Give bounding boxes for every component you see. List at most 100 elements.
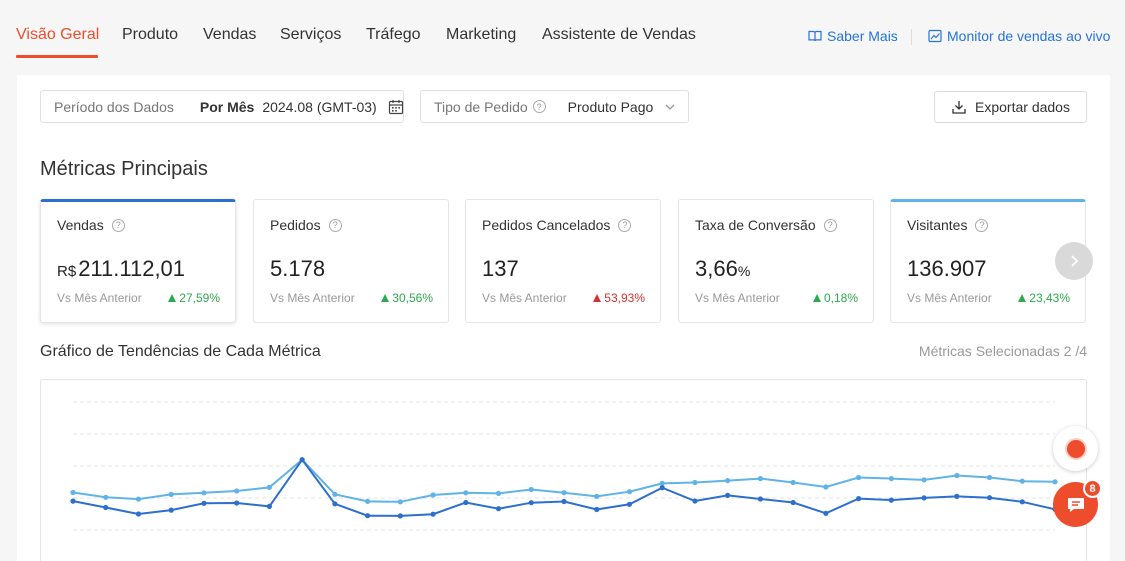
live-monitor-link[interactable]: Monitor de vendas ao vivo: [928, 28, 1110, 44]
metric-compare: Vs Mês Anterior: [270, 291, 355, 305]
data-point[interactable]: [594, 493, 600, 499]
data-point[interactable]: [135, 511, 142, 517]
data-point[interactable]: [528, 486, 534, 493]
help-icon: ?: [328, 218, 342, 232]
arrow-up-icon: [381, 294, 390, 302]
data-point[interactable]: [856, 496, 862, 502]
data-point[interactable]: [463, 490, 469, 496]
data-point[interactable]: [954, 472, 960, 479]
learn-more-link[interactable]: Saber Mais: [808, 28, 898, 44]
trend-chart: [40, 379, 1087, 561]
data-point[interactable]: [790, 479, 796, 486]
tab-traffic[interactable]: Tráfego: [366, 26, 421, 43]
metric-value: 136.907: [907, 256, 987, 282]
data-point[interactable]: [725, 492, 731, 498]
data-point[interactable]: [168, 491, 174, 497]
tab-product[interactable]: Produto: [122, 26, 179, 43]
data-point[interactable]: [626, 489, 633, 495]
data-point[interactable]: [365, 498, 371, 504]
data-point[interactable]: [332, 491, 338, 497]
period-filter[interactable]: Período dos Dados Por Mês 2024.08 (GMT-0…: [40, 90, 404, 123]
metric-card-sales[interactable]: Vendas? R$211.112,01 Vs Mês Anterior 27,…: [40, 199, 236, 323]
trend-chart-icon: [928, 29, 942, 43]
data-point[interactable]: [103, 494, 109, 500]
data-point[interactable]: [70, 498, 76, 504]
data-point[interactable]: [201, 490, 207, 496]
export-button[interactable]: Exportar dados: [934, 91, 1087, 123]
data-point[interactable]: [266, 484, 272, 490]
data-point[interactable]: [430, 511, 436, 517]
tab-sales[interactable]: Vendas: [203, 26, 257, 43]
order-type-filter[interactable]: Tipo de Pedido ? Produto Pago: [420, 90, 689, 123]
metric-name: Visitantes?: [907, 217, 989, 233]
next-metrics-button[interactable]: [1055, 242, 1093, 280]
data-point[interactable]: [954, 493, 960, 499]
order-type-value: Produto Pago: [567, 98, 654, 115]
data-point[interactable]: [397, 513, 403, 519]
book-icon: [808, 30, 822, 42]
data-point[interactable]: [397, 499, 403, 505]
section-title: Métricas Principais: [40, 158, 208, 180]
data-point[interactable]: [201, 500, 207, 506]
data-point[interactable]: [234, 488, 240, 494]
data-point[interactable]: [1019, 499, 1025, 505]
dashboard-card: Período dos Dados Por Mês 2024.08 (GMT-0…: [17, 75, 1110, 561]
selected-metrics-count[interactable]: Métricas Selecionadas 2 /4: [918, 343, 1087, 359]
data-point[interactable]: [1019, 478, 1025, 484]
metric-change-text: 23,43%: [1029, 291, 1070, 305]
data-point[interactable]: [692, 498, 698, 504]
metric-change-text: 30,56%: [392, 291, 433, 305]
data-point[interactable]: [332, 501, 338, 507]
tab-services[interactable]: Serviços: [280, 26, 342, 43]
data-point[interactable]: [430, 492, 436, 498]
tab-overview[interactable]: Visão Geral: [16, 26, 100, 43]
data-point[interactable]: [888, 476, 894, 482]
data-point[interactable]: [790, 499, 796, 506]
data-point[interactable]: [986, 474, 993, 481]
data-point[interactable]: [921, 495, 927, 501]
data-point[interactable]: [495, 506, 502, 512]
data-point[interactable]: [168, 507, 174, 513]
metric-card-orders[interactable]: Pedidos? 5.178 Vs Mês Anterior 30,56%: [253, 199, 449, 323]
data-point[interactable]: [70, 489, 76, 496]
chevron-right-icon: [1071, 255, 1079, 267]
data-point[interactable]: [103, 504, 109, 511]
data-point[interactable]: [463, 499, 469, 506]
data-point[interactable]: [299, 457, 305, 463]
data-point[interactable]: [135, 496, 142, 502]
data-point[interactable]: [823, 510, 829, 516]
data-point[interactable]: [888, 497, 894, 503]
data-point[interactable]: [234, 500, 240, 506]
data-point[interactable]: [495, 490, 502, 496]
metric-name: Taxa de Conversão?: [695, 217, 837, 233]
help-icon: ?: [823, 218, 837, 232]
data-point[interactable]: [856, 474, 862, 481]
metric-name-text: Vendas: [57, 217, 104, 233]
data-point[interactable]: [659, 485, 665, 491]
data-point[interactable]: [626, 501, 633, 507]
metric-card-visitors[interactable]: Visitantes? 136.907 Vs Mês Anterior 23,4…: [890, 199, 1086, 323]
data-point[interactable]: [365, 513, 371, 519]
metric-card-cancelled-orders[interactable]: Pedidos Cancelados? 137 Vs Mês Anterior …: [465, 199, 661, 323]
data-point[interactable]: [266, 503, 272, 509]
data-point[interactable]: [757, 476, 764, 482]
data-point[interactable]: [528, 500, 534, 506]
data-point[interactable]: [692, 479, 698, 486]
metric-compare: Vs Mês Anterior: [695, 291, 780, 305]
tab-marketing[interactable]: Marketing: [446, 26, 517, 43]
help-float-button[interactable]: [1053, 426, 1098, 471]
data-point[interactable]: [921, 477, 927, 483]
metric-card-conversion-rate[interactable]: Taxa de Conversão? 3,66% Vs Mês Anterior…: [678, 199, 874, 323]
data-point[interactable]: [986, 495, 993, 501]
data-point[interactable]: [823, 484, 829, 490]
metric-change: 0,18%: [812, 291, 858, 305]
tab-sales-assistant[interactable]: Assistente de Vendas: [542, 26, 696, 43]
data-point[interactable]: [594, 506, 600, 513]
data-point[interactable]: [561, 490, 567, 496]
data-point[interactable]: [757, 496, 764, 502]
calendar-icon[interactable]: [388, 99, 404, 115]
data-point[interactable]: [561, 498, 567, 505]
data-point[interactable]: [659, 480, 665, 486]
data-point[interactable]: [1052, 479, 1058, 485]
data-point[interactable]: [725, 478, 731, 484]
